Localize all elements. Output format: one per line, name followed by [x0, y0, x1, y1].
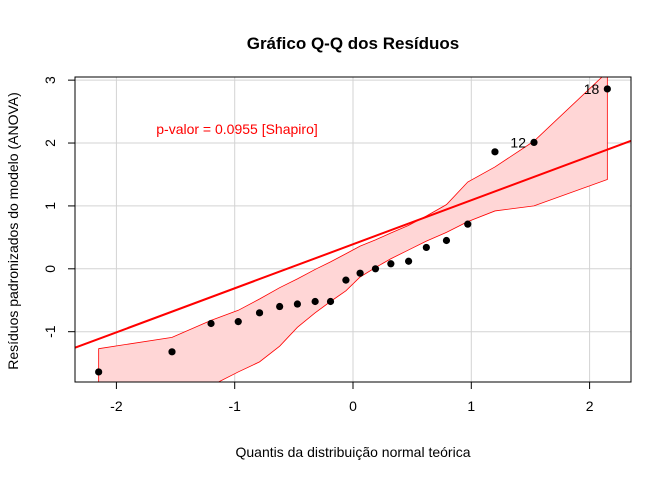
point-label: 18: [584, 81, 600, 97]
data-point: [530, 138, 538, 147]
data-point: [342, 276, 350, 284]
y-axis: -1 0 1 2 3: [42, 76, 75, 338]
point-labels: 12 18: [510, 81, 599, 150]
data-point: [491, 148, 499, 156]
y-tick-label: 3: [42, 76, 58, 84]
x-axis-title: Quantis da distribuição normal teórica: [235, 444, 470, 460]
data-point: [422, 243, 430, 252]
y-tick-label: 0: [42, 265, 58, 273]
y-tick-label: 2: [42, 139, 58, 147]
y-tick-label: 1: [42, 202, 58, 210]
data-point: [207, 319, 215, 328]
data-point: [168, 348, 176, 356]
data-point: [356, 269, 364, 277]
data-point: [371, 265, 380, 273]
data-point: [326, 297, 335, 306]
x-tick-label: 0: [349, 398, 357, 414]
x-tick-label: 2: [586, 398, 594, 414]
data-point: [95, 368, 103, 376]
data-point: [293, 300, 301, 308]
data-point: [387, 260, 395, 268]
data-point: [464, 220, 472, 228]
confidence-band: [98, 77, 608, 382]
shapiro-annotation: p-valor = 0.0955 [Shapiro]: [156, 121, 318, 137]
point-label: 12: [510, 134, 526, 150]
chart-title: Gráfico Q-Q dos Resíduos: [247, 34, 460, 53]
x-axis: -2 -1 0 1 2: [110, 381, 594, 414]
data-point: [405, 257, 413, 265]
y-tick-label: -1: [42, 325, 58, 338]
data-point: [311, 297, 319, 306]
data-point: [442, 236, 451, 245]
data-point: [276, 302, 284, 311]
y-axis-title: Resíduos padronizados do modelo (ANOVA): [5, 92, 21, 370]
data-point: [603, 85, 611, 93]
data-point: [234, 318, 242, 326]
data-points: [95, 85, 611, 376]
x-tick-label: 1: [467, 398, 475, 414]
data-point: [255, 309, 264, 317]
reference-line: [75, 139, 631, 349]
x-tick-label: -1: [228, 398, 241, 414]
x-tick-label: -2: [110, 398, 123, 414]
